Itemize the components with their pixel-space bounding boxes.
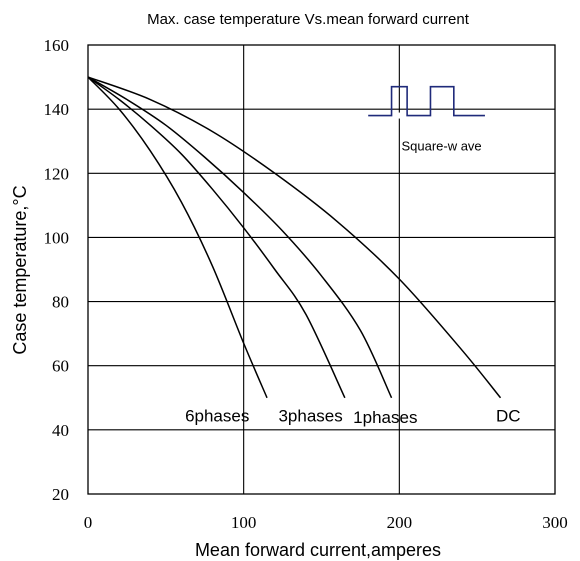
series-line-dc [87, 76, 502, 399]
y-tick-label: 40 [52, 421, 69, 440]
y-tick-label: 80 [52, 293, 69, 312]
series-lines [87, 76, 502, 399]
y-tick-label: 100 [44, 228, 70, 247]
x-tick-label: 300 [542, 513, 568, 532]
y-tick-label: 20 [52, 485, 69, 504]
series-label-3phases: 3phases [278, 406, 342, 425]
series-label-1phases: 1phases [353, 408, 417, 427]
y-tick-label: 120 [44, 164, 70, 183]
series-line-6phases [87, 76, 268, 399]
x-tick-label: 0 [84, 513, 93, 532]
inset-label: Square-w ave [401, 139, 481, 154]
x-tick-label: 100 [231, 513, 257, 532]
x-tick-label: 200 [387, 513, 413, 532]
chart-title: Max. case temperature Vs.mean forward cu… [147, 11, 470, 28]
x-axis-ticks: 0 100 200 300 [84, 513, 568, 532]
y-axis-ticks: 20 40 60 80 100 120 140 160 [44, 36, 70, 504]
square-wave-line [368, 85, 485, 117]
x-axis-label: Mean forward current,amperes [195, 540, 441, 560]
square-wave-inset: Square-w ave [360, 85, 517, 154]
y-axis-label: Case temperature,°C [10, 185, 30, 354]
y-tick-label: 160 [44, 36, 70, 55]
grid [88, 45, 555, 494]
series-line-1phases [87, 76, 393, 399]
plot-frame [87, 44, 556, 495]
series-label-dc: DC [496, 406, 521, 425]
series-labels: 6phases 3phases 1phases DC [185, 406, 521, 427]
y-tick-label: 140 [44, 100, 70, 119]
y-tick-label: 60 [52, 357, 69, 376]
inset-background [360, 112, 517, 119]
series-label-6phases: 6phases [185, 406, 249, 425]
series-line-3phases [87, 76, 346, 399]
